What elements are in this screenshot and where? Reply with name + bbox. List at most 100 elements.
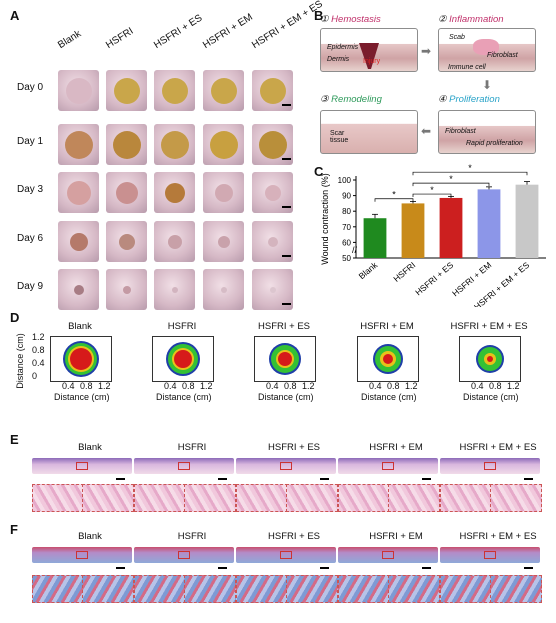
bar-2 [439, 197, 463, 258]
x-tick-label-0: Blank [357, 259, 380, 281]
distance-map-title-2: HSFRI + ES [258, 321, 310, 332]
zoom-panel-left [134, 575, 186, 603]
distance-map [357, 336, 419, 382]
label-fibroblast-2: Fibroblast [445, 128, 476, 135]
x-tick-label-2: HSFRI + ES [413, 260, 455, 298]
histology-title-2: HSFRI + ES [268, 531, 320, 542]
scale-bar [524, 567, 533, 569]
x-tick-label-1: HSFRI [391, 260, 417, 284]
zoom-panel-right [490, 484, 542, 512]
wound-area [258, 130, 287, 159]
zoom-panel-left [440, 575, 492, 603]
scale-bar [218, 567, 227, 569]
wound-contraction-chart: 50 60 70 80 90 100 // Wound contraction (%) Blan… [320, 163, 546, 307]
zoom-box [484, 462, 496, 470]
scale-bar [282, 104, 291, 106]
y-tick-label: 0 [32, 371, 38, 381]
wound-area [66, 180, 91, 205]
wound-area [209, 130, 238, 159]
histology-title-0: Blank [78, 442, 102, 453]
histology-title-4: HSFRI + EM + ES [459, 531, 537, 542]
zoom-panel-right [82, 575, 134, 603]
label-scab: Scab [449, 34, 465, 41]
zoom-box [484, 551, 496, 559]
wound-photo [154, 269, 195, 310]
stage-proliferation-title: ④ Proliferation [438, 94, 500, 105]
wound-area [113, 77, 140, 104]
stage-remodeling-diagram [320, 110, 418, 154]
stage-hemostasis-title: ① Hemostasis [320, 14, 381, 25]
x-axis-label: Distance (cm) [361, 392, 417, 402]
y-tick-label: 80 [342, 207, 351, 216]
tissue-section [236, 458, 336, 474]
label-injury: Injury [363, 58, 381, 65]
y-tick-label: 1.2 [32, 332, 45, 342]
bar-3 [477, 189, 501, 258]
wound-photo [58, 221, 99, 262]
panel-label-b: B [314, 8, 324, 23]
distance-map-title-0: Blank [68, 321, 92, 332]
distance-map [459, 336, 521, 382]
panel-label-a: A [10, 8, 20, 23]
wound-area [220, 286, 227, 293]
stage-inflammation-title: ② Inflammation [438, 14, 504, 25]
wound-area [69, 232, 88, 251]
wound-photo [203, 269, 244, 310]
significance-star: * [449, 174, 453, 184]
y-tick-label: 90 [342, 192, 351, 201]
x-tick-label: 1.2 [507, 381, 520, 391]
label-fibroblast: Fibroblast [487, 52, 518, 59]
row-label-day-0: Day 0 [17, 82, 44, 93]
wound-area [122, 285, 131, 294]
wound-photo [203, 70, 244, 111]
wound-area [164, 182, 185, 203]
scale-bar [524, 478, 533, 480]
y-axis-label: Wound contraction (%) [320, 173, 330, 264]
wound-area [269, 286, 276, 293]
column-label-1: HSFRI [104, 25, 136, 51]
panel-label-c: C [314, 164, 324, 179]
arrow-left-icon: ⬅ [421, 124, 432, 138]
column-label-3: HSFRI + EM [201, 11, 255, 51]
wound-photo [203, 221, 244, 262]
x-tick-label: 0.4 [471, 381, 484, 391]
zoom-panel-right [490, 575, 542, 603]
zoom-panel-left [338, 575, 390, 603]
wound-area [217, 235, 230, 248]
y-axis-label: Distance (cm) [14, 333, 25, 389]
arrow-down-icon: ⬇ [482, 78, 493, 92]
x-tick-label: 0.8 [489, 381, 502, 391]
wound-area [267, 236, 278, 247]
wound-photo [58, 70, 99, 111]
tissue-section [440, 547, 540, 563]
wound-area [264, 184, 281, 201]
wound-area [112, 130, 141, 159]
tissue-section [134, 458, 234, 474]
bar-1 [401, 203, 425, 258]
wound-area [171, 286, 178, 293]
wound-area [259, 77, 286, 104]
y-tick-label: 50 [342, 254, 351, 263]
x-axis-label: Distance (cm) [156, 392, 212, 402]
zoom-panel-left [236, 484, 288, 512]
axis-break-mark: // [352, 245, 358, 255]
significance-star: * [392, 190, 396, 200]
wound-photo [106, 221, 147, 262]
wound-photo [154, 124, 195, 165]
zoom-box [280, 551, 292, 559]
zoom-panel-left [32, 575, 84, 603]
scale-bar [422, 478, 431, 480]
row-label-day-1: Day 1 [17, 136, 44, 147]
x-axis-label: Distance (cm) [463, 392, 519, 402]
wound-photo [203, 124, 244, 165]
contour-ring-3 [174, 350, 192, 368]
label-epidermis: Epidermis [327, 44, 359, 51]
panel-label-e: E [10, 432, 19, 447]
x-tick-label: 1.2 [405, 381, 418, 391]
zoom-panel-right [388, 484, 440, 512]
zoom-panel-left [338, 484, 390, 512]
significance-star: * [468, 163, 472, 173]
wound-area [65, 77, 92, 104]
panel-label-d: D [10, 310, 20, 325]
wound-photo [154, 70, 195, 111]
